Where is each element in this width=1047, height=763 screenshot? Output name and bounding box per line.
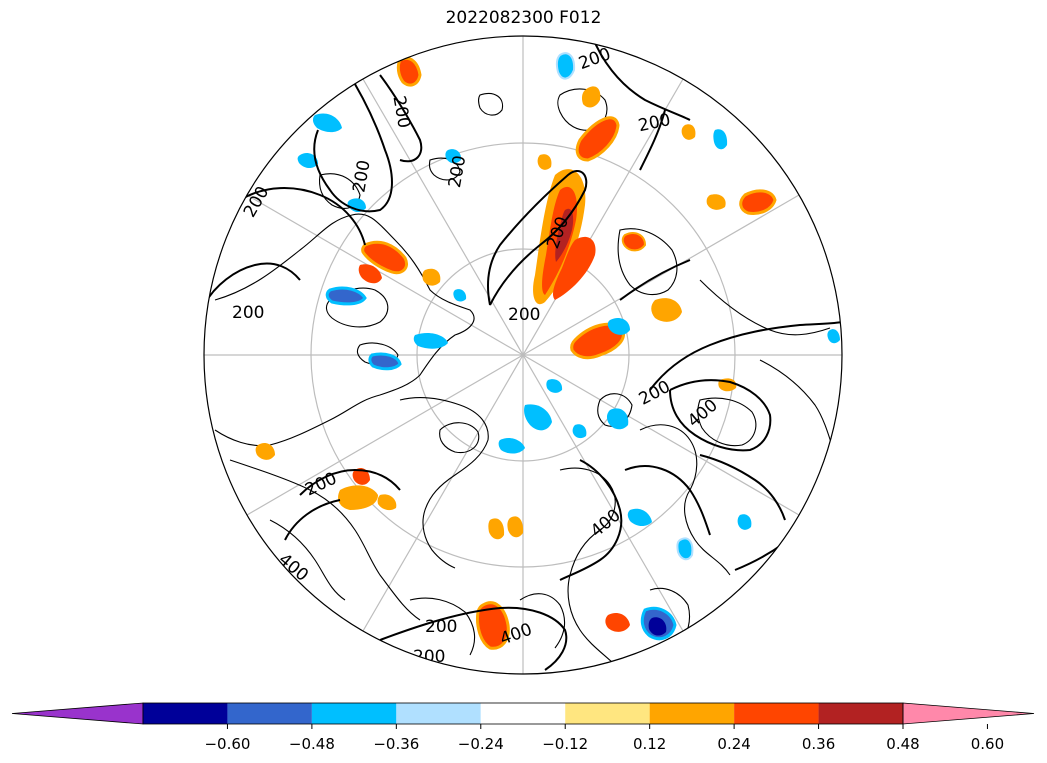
coastlines	[214, 88, 836, 666]
colorbar-tick-label: 0.24	[717, 735, 750, 753]
contour-label: 200	[349, 159, 374, 194]
colorbar-tick-label: 0.48	[886, 735, 919, 753]
colorbar-tick-label: 0.36	[802, 735, 835, 753]
contour-label: 200	[637, 110, 673, 136]
colorbar-bin	[227, 703, 312, 724]
colorbar-bin	[565, 703, 650, 724]
contour-label: 200	[445, 154, 470, 189]
colorbar-bin	[143, 703, 228, 724]
colorbar-extend-low	[11, 702, 144, 725]
graticule	[204, 36, 842, 674]
contour-label: 200	[576, 44, 613, 74]
colorbar-bin	[818, 703, 903, 724]
contour-label: 400	[684, 395, 722, 431]
colorbar-extend-high	[902, 702, 1035, 725]
colorbar-tick-label: −0.60	[204, 735, 250, 753]
map-title: 2022082300 F012	[445, 8, 602, 28]
colorbar-ticks: −0.60 −0.48 −0.36 −0.24 −0.12 0.12 0.24 0.36 0.4…	[204, 724, 1004, 753]
contour-label: 200	[636, 377, 674, 410]
colorbar-tick-label: −0.36	[373, 735, 419, 753]
colorbar-tick-label: −0.48	[289, 735, 335, 753]
colorbar-bins	[11, 702, 1035, 725]
contour-label: 200	[232, 303, 264, 323]
colorbar-tick-label: 0.12	[633, 735, 666, 753]
colorbar: −0.60 −0.48 −0.36 −0.24 −0.12 0.12 0.24 0.36 0.4…	[11, 702, 1035, 753]
map-boundary	[203, 35, 843, 675]
contour-label: 200	[413, 647, 445, 667]
colorbar-bin	[480, 703, 566, 724]
contour-label: 400	[274, 550, 312, 586]
colorbar-frame	[142, 702, 904, 725]
colorbar-tick-label: −0.24	[458, 735, 504, 753]
contour-label: 200	[508, 305, 540, 325]
anomaly-fills	[255, 52, 840, 650]
colorbar-bin	[311, 703, 397, 724]
contour-label: 200	[388, 94, 413, 129]
contour-label: 200	[425, 617, 457, 637]
colorbar-tick-label: 0.60	[971, 735, 1004, 753]
colorbar-tick-label: −0.12	[542, 735, 588, 753]
map-contents: 200 200 200 200 200 200 200 200 200 200 …	[204, 36, 842, 674]
colorbar-bin	[396, 703, 481, 724]
colorbar-bin	[649, 703, 735, 724]
height-contours	[204, 36, 842, 671]
colorbar-bin	[734, 703, 819, 724]
